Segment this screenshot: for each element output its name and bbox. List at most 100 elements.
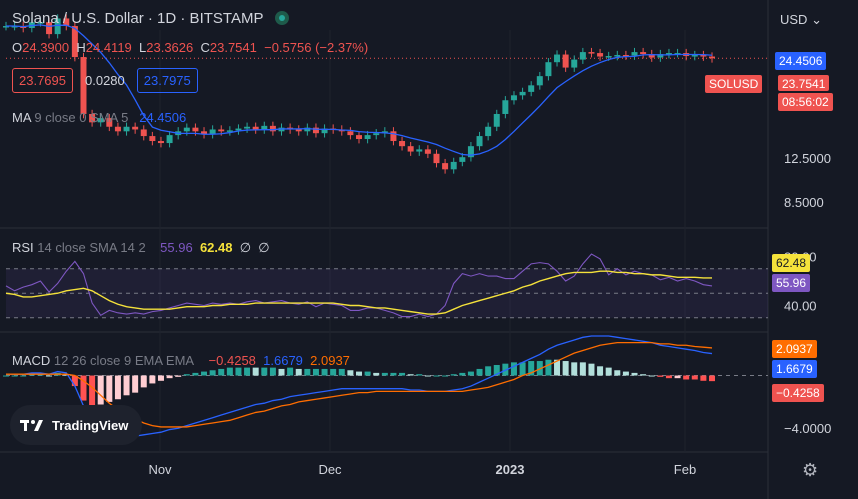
candle-body [709, 56, 715, 59]
candle-body [218, 129, 225, 132]
candle-body [579, 52, 586, 60]
macd-histogram-bar [545, 359, 552, 376]
candle-body [244, 126, 251, 129]
macd-hist-tag: −0.4258 [772, 384, 824, 402]
candle-body [571, 59, 578, 68]
macd-hist-value: −0.4258 [208, 353, 256, 368]
macd-histogram-bar [571, 362, 578, 376]
buy-button[interactable]: 23.7975 [136, 68, 198, 93]
candle-body [476, 136, 483, 147]
macd-histogram-bar [640, 374, 647, 376]
candle-body [485, 126, 492, 137]
tradingview-logo[interactable]: TradingView [10, 405, 142, 445]
candle-body [399, 141, 406, 147]
time-axis-label-1: Dec [318, 462, 342, 477]
macd-histogram-bar [709, 375, 715, 382]
macd-histogram-bar [562, 361, 569, 376]
candle-body [657, 54, 664, 58]
candle-body [390, 131, 397, 142]
macd-histogram-bar [614, 370, 621, 376]
candle-body [554, 54, 561, 63]
macd-histogram-bar [631, 372, 638, 376]
candle-body [614, 55, 621, 57]
macd-histogram-bar [648, 375, 655, 377]
high-label: H [76, 40, 86, 55]
macd-histogram-bar [476, 368, 483, 376]
macd-histogram-bar [657, 375, 664, 377]
candle-body [442, 163, 449, 170]
chevron-down-icon: ⌄ [811, 12, 822, 27]
macd-histogram-bar [554, 359, 561, 376]
macd-histogram-bar [364, 371, 371, 376]
macd-histogram-bar [123, 375, 130, 396]
candle-body [424, 149, 431, 154]
macd-histogram-bar [407, 374, 414, 376]
ma-name: MA [12, 110, 31, 125]
macd-histogram-bar [373, 372, 380, 376]
gear-icon[interactable]: ⚙ [802, 460, 819, 480]
candle-body [132, 126, 139, 130]
macd-histogram-bar [11, 375, 18, 377]
sell-button[interactable]: 23.7695 [12, 68, 73, 93]
macd-histogram-bar [226, 367, 233, 376]
candle-body [700, 55, 707, 57]
macd-histogram-bar [63, 374, 70, 376]
candle-body [123, 126, 130, 132]
candle-body [459, 157, 466, 162]
candle-body [97, 118, 104, 123]
macd-name: MACD [12, 353, 51, 368]
candle-body [106, 118, 113, 127]
macd-axis-minus4: −4.0000 [784, 421, 831, 436]
candle-body [46, 22, 53, 35]
candle-body [364, 135, 371, 140]
candle-body [209, 129, 216, 135]
macd-histogram-bar [312, 368, 319, 376]
macd-histogram-bar [674, 375, 681, 379]
macd-histogram-bar [132, 375, 139, 393]
ma-legend[interactable]: MA 9 close 0 SMA 5 24.4506 [12, 110, 186, 125]
macd-histogram-bar [295, 368, 302, 376]
candle-body [416, 149, 423, 152]
rsi-sma-value: 62.48 [199, 240, 233, 255]
trade-buttons: 23.7695 0.0280 23.7975 [12, 68, 198, 93]
candle-body [80, 57, 87, 114]
candle-body [114, 126, 121, 132]
price-axis-label-12-5: 12.5000 [784, 151, 831, 166]
macd-histogram-bar [691, 375, 698, 380]
currency-dropdown[interactable]: USD ⌄ [780, 12, 822, 28]
rsi-tag: 55.96 [772, 274, 811, 292]
candle-body [312, 127, 319, 134]
time-axis-label-3: Feb [674, 462, 696, 477]
macd-histogram-bar [683, 375, 690, 380]
low-value: 23.3626 [146, 40, 194, 55]
macd-histogram-bar [381, 372, 388, 376]
macd-histogram-bar [269, 367, 276, 376]
open-label: O [12, 40, 23, 55]
candle-body [252, 126, 259, 130]
candle-body [691, 55, 698, 57]
candle-body [226, 130, 233, 132]
macd-histogram-bar [201, 371, 208, 376]
macd-histogram-bar [459, 372, 466, 376]
candle-body [192, 127, 199, 132]
macd-histogram-bar [304, 368, 311, 376]
macd-histogram-bar [321, 368, 328, 376]
macd-legend[interactable]: MACD 12 26 close 9 EMA EMA −0.4258 1.667… [12, 353, 350, 368]
rsi-na-1: ∅ [239, 240, 252, 255]
macd-histogram-bar [175, 375, 182, 377]
candle-body [665, 53, 672, 55]
rsi-legend[interactable]: RSI 14 close SMA 14 2 55.96 62.48 ∅ ∅ [12, 240, 270, 256]
candle-body [407, 146, 414, 152]
candle-body [450, 161, 457, 170]
rsi-sma-line [5, 270, 713, 315]
candle-body [235, 128, 242, 131]
candle-body [528, 85, 535, 92]
symbol-title[interactable]: Solana / U.S. Dollar · 1D · BITSTAMP [12, 10, 290, 27]
rsi-na-2: ∅ [258, 240, 270, 255]
rsi-value: 55.96 [160, 240, 193, 255]
candle-body [631, 52, 638, 56]
macd-histogram-bar [97, 375, 104, 405]
macd-tag: 1.6679 [772, 360, 817, 378]
